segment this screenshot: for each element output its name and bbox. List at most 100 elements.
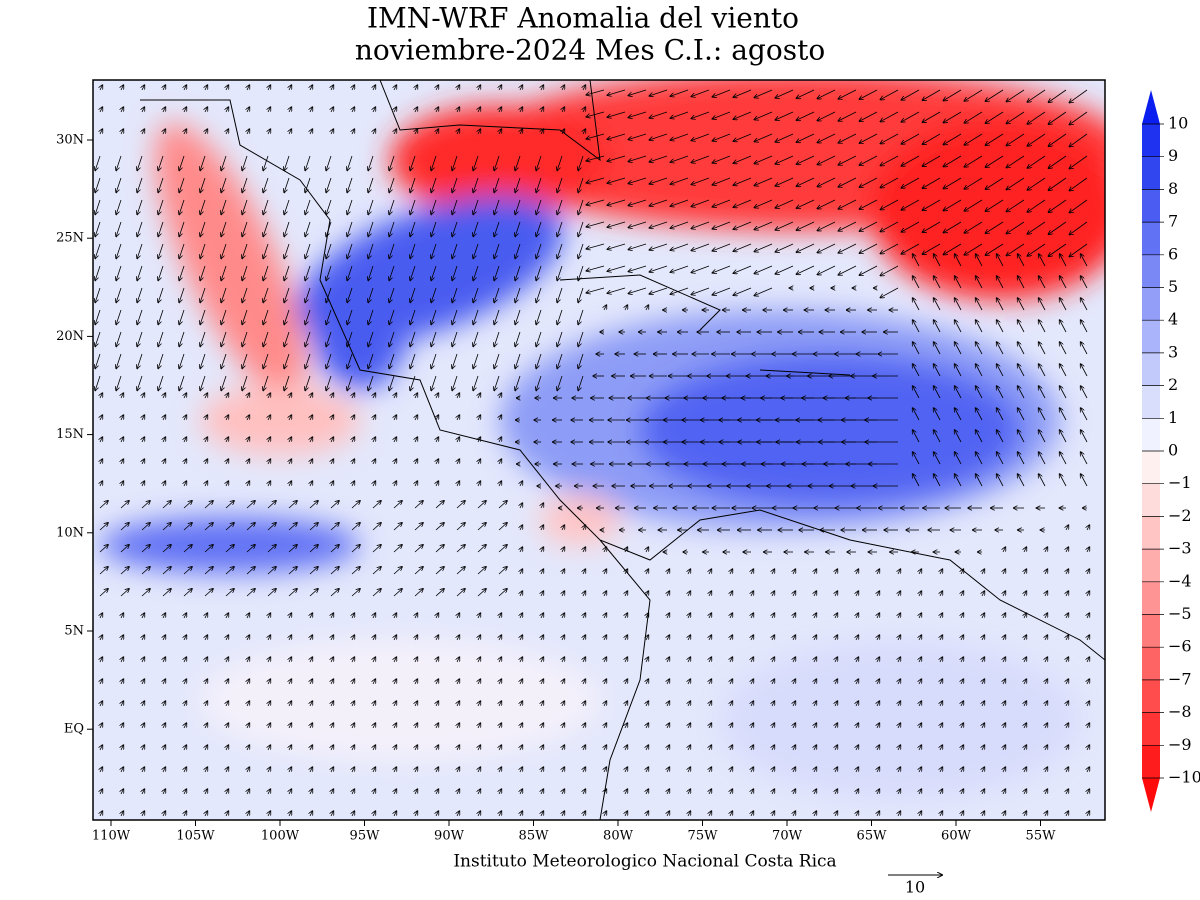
- wind-vector: [352, 393, 354, 399]
- wind-vector: [520, 745, 522, 751]
- wind-vector: [389, 221, 395, 236]
- wind-vector: [541, 745, 543, 751]
- wind-vector: [116, 177, 122, 192]
- wind-vector: [520, 129, 522, 135]
- wind-vector: [452, 375, 458, 390]
- wind-vector: [289, 85, 291, 91]
- wind-vector: [331, 723, 333, 729]
- wind-vector: [184, 393, 186, 399]
- wind-vector: [326, 155, 332, 170]
- wind-vector: [478, 811, 480, 817]
- wind-vector: [393, 589, 402, 597]
- wind-vector: [331, 745, 333, 751]
- wind-vector: [305, 309, 311, 324]
- wind-vector: [520, 107, 522, 113]
- wind-vector: [473, 265, 479, 280]
- wind-vector: [557, 155, 563, 170]
- wind-vector: [431, 265, 437, 280]
- wind-vector: [372, 567, 381, 575]
- wind-vector: [142, 745, 144, 751]
- colorbar-box: [1142, 385, 1160, 419]
- wind-vector: [289, 107, 291, 113]
- wind-vector: [141, 545, 150, 553]
- wind-vector: [520, 481, 522, 487]
- wind-vector: [583, 811, 585, 817]
- wind-vector: [289, 613, 291, 619]
- wind-vector: [142, 393, 144, 399]
- wind-vector: [410, 243, 416, 258]
- wind-vector: [373, 701, 375, 707]
- wind-vector: [116, 287, 122, 302]
- wind-vector: [352, 657, 354, 663]
- wind-vector: [225, 501, 234, 509]
- wind-vector: [137, 199, 143, 214]
- wind-vector: [541, 107, 543, 113]
- colorbar-box: [1142, 712, 1160, 746]
- wind-vector: [394, 613, 396, 619]
- wind-vector: [578, 199, 584, 214]
- wind-vector: [200, 287, 206, 302]
- wind-vector: [99, 567, 108, 575]
- wind-vector: [373, 393, 375, 399]
- wind-vector: [499, 679, 501, 685]
- wind-vector: [221, 375, 227, 390]
- wind-vector: [499, 129, 501, 135]
- wind-vector: [373, 635, 375, 641]
- wind-vector: [520, 525, 522, 531]
- wind-vector: [326, 309, 332, 324]
- wind-vector: [499, 701, 501, 707]
- wind-vector: [225, 589, 234, 597]
- wind-vector: [284, 243, 290, 258]
- wind-vector: [310, 789, 312, 795]
- wind-vector: [536, 155, 542, 170]
- wind-vector: [121, 723, 123, 729]
- wind-vector: [520, 85, 522, 91]
- wind-vector: [121, 85, 123, 91]
- wind-vector: [184, 613, 186, 619]
- wind-vector: [499, 415, 501, 421]
- wind-vector: [436, 767, 438, 773]
- wind-vector: [305, 199, 311, 214]
- wind-vector: [163, 635, 165, 641]
- wind-vector: [284, 331, 290, 346]
- wind-vector: [457, 459, 459, 465]
- wind-vector: [583, 701, 585, 707]
- wind-vector: [410, 309, 416, 324]
- wind-vector: [520, 657, 522, 663]
- wind-vector: [415, 767, 417, 773]
- wind-vector: [205, 789, 207, 795]
- wind-vector: [456, 523, 465, 531]
- wind-vector: [389, 265, 395, 280]
- wind-vector: [478, 723, 480, 729]
- wind-vector: [410, 353, 416, 368]
- wind-vector: [142, 459, 144, 465]
- wind-vector: [305, 243, 311, 258]
- wind-vector: [326, 375, 332, 390]
- wind-vector: [415, 789, 417, 795]
- wind-vector: [200, 177, 206, 192]
- wind-vector: [284, 309, 290, 324]
- wind-vector: [289, 789, 291, 795]
- wind-vector: [562, 591, 564, 597]
- wind-vector: [415, 459, 417, 465]
- wind-vector: [263, 155, 269, 170]
- wind-vector: [583, 723, 585, 729]
- wind-vector: [242, 375, 248, 390]
- wind-vector: [499, 393, 501, 399]
- wind-vector: [116, 353, 122, 368]
- wind-vector: [242, 287, 248, 302]
- wind-vector: [494, 309, 500, 324]
- wind-vector: [583, 767, 585, 773]
- wind-vector: [247, 415, 249, 421]
- wind-vector: [184, 481, 186, 487]
- lon-label: 65W: [857, 829, 888, 844]
- wind-vector: [541, 503, 543, 509]
- wind-vector: [415, 745, 417, 751]
- wind-vector: [221, 221, 227, 236]
- lat-label: EQ: [64, 722, 84, 737]
- wind-vector: [100, 415, 102, 421]
- wind-vector: [473, 155, 479, 170]
- wind-vector: [242, 177, 248, 192]
- wind-vector: [268, 107, 270, 113]
- colorbar-box: [1142, 156, 1160, 190]
